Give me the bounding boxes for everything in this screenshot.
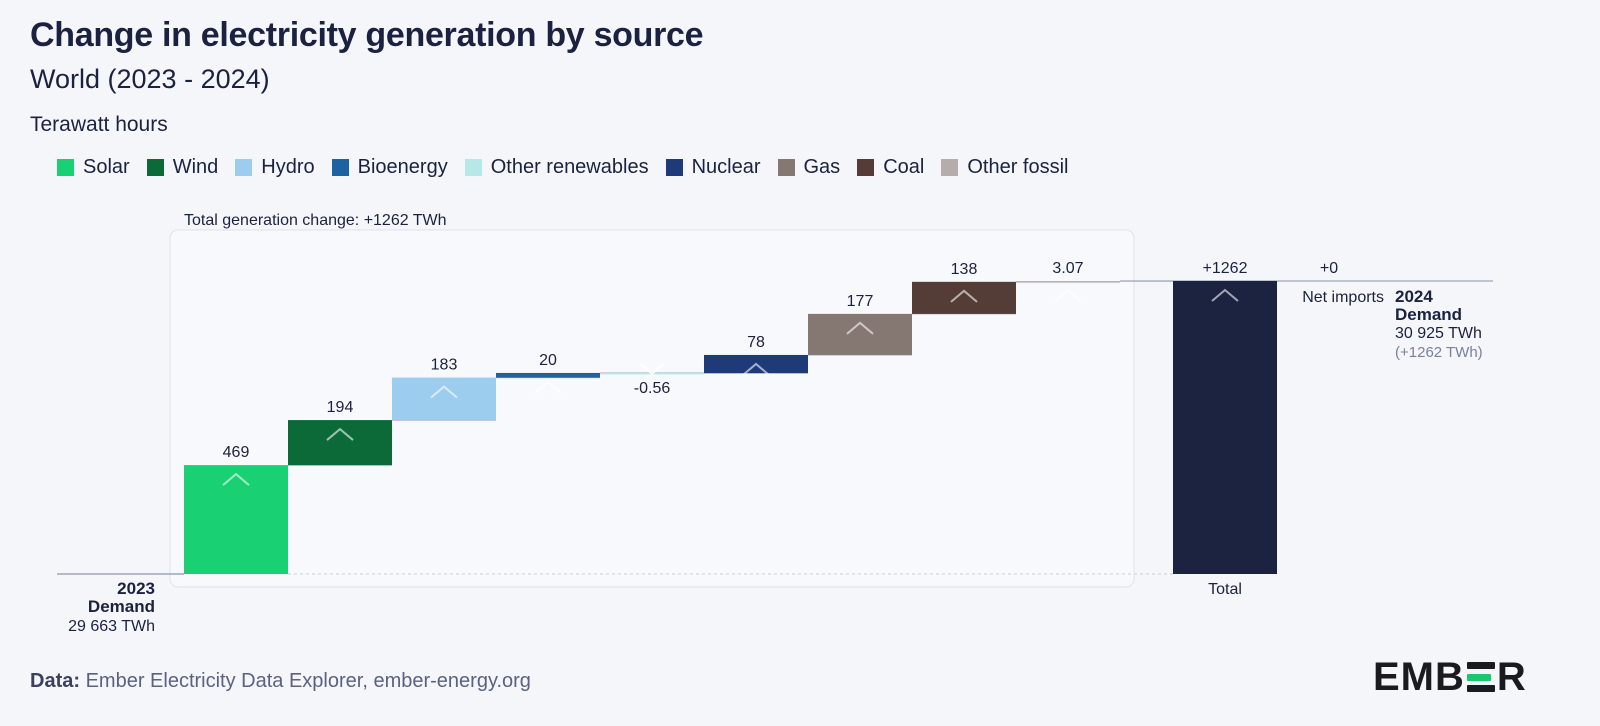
increase-chevron-icon <box>430 385 458 399</box>
legend-label: Wind <box>172 156 219 178</box>
value-label: 177 <box>847 293 874 310</box>
end-demand-label: Demand <box>1395 305 1462 324</box>
legend-label: Hydro <box>261 156 315 178</box>
value-label: 194 <box>327 399 354 416</box>
increase-chevron-icon <box>742 362 770 376</box>
legend-label: Bioenergy <box>357 156 448 178</box>
legend-swatch <box>665 159 683 176</box>
legend-item-other-fossil: Other fossil <box>941 156 1068 179</box>
annotation-text: Total generation change: +1262 TWh <box>184 212 447 229</box>
legend-swatch <box>331 159 349 176</box>
total-value-label: +1262 <box>1203 260 1248 277</box>
logo-e-icon <box>1466 662 1495 692</box>
legend-item-wind: Wind <box>146 156 219 179</box>
value-label: 78 <box>747 334 765 351</box>
legend-swatch <box>941 159 959 176</box>
waterfall-bar-solar <box>184 465 288 574</box>
legend-swatch <box>777 159 795 176</box>
increase-chevron-icon <box>222 472 250 486</box>
legend-item-nuclear: Nuclear <box>665 156 761 179</box>
net-imports-label: Net imports <box>1302 289 1384 306</box>
legend-item-coal: Coal <box>857 156 924 179</box>
unit-label: Terawatt hours <box>30 113 168 136</box>
end-change-label: (+1262 TWh) <box>1395 344 1483 361</box>
total-category-label: Total <box>1208 581 1242 598</box>
legend-label: Solar <box>83 156 130 178</box>
increase-chevron-icon <box>534 380 562 394</box>
legend-swatch <box>235 159 253 176</box>
increase-chevron-icon <box>326 427 354 441</box>
data-source: Data: Ember Electricity Data Explorer, e… <box>30 670 531 693</box>
legend-item-solar: Solar <box>57 156 130 179</box>
start-demand-label: Demand <box>88 597 155 616</box>
waterfall-bar-coal <box>912 281 1016 314</box>
logo-text-right: R <box>1496 655 1527 699</box>
source-prefix: Data: <box>30 670 81 692</box>
start-year-label: 2023 <box>117 579 155 598</box>
legend-label: Other renewables <box>490 156 649 178</box>
legend-swatch <box>146 159 164 176</box>
legend-label: Gas <box>803 156 841 178</box>
value-label: 3.07 <box>1052 260 1083 277</box>
net-imports-value-label: +0 <box>1320 260 1338 277</box>
waterfall-bar-gas <box>808 313 912 355</box>
legend-item-bioenergy: Bioenergy <box>331 156 448 179</box>
waterfall-bar-wind <box>288 420 392 466</box>
legend-item-other-renewables: Other renewables <box>464 156 649 179</box>
legend-swatch <box>857 159 875 176</box>
increase-chevron-icon <box>1211 288 1239 302</box>
chart-title: Change in electricity generation by sour… <box>30 16 704 54</box>
legend-item-hydro: Hydro <box>235 156 315 179</box>
value-label: 20 <box>539 352 557 369</box>
legend-item-gas: Gas <box>777 156 841 179</box>
start-value-label: 29 663 TWh <box>68 618 155 635</box>
value-label: 138 <box>951 261 978 278</box>
waterfall-bar-other-fossil <box>1016 281 1120 283</box>
legend-label: Other fossil <box>967 156 1069 178</box>
increase-chevron-icon <box>846 321 874 335</box>
increase-chevron-icon <box>1054 288 1082 302</box>
ember-logo: EMB R <box>1373 657 1527 697</box>
value-label: -0.56 <box>634 380 671 397</box>
end-value-label: 30 925 TWh <box>1395 325 1482 342</box>
chart-subtitle: World (2023 - 2024) <box>30 64 270 94</box>
waterfall-chart: Total generation change: +1262 TWh 469 194… <box>57 212 1493 635</box>
legend-swatch <box>57 159 74 176</box>
end-year-label: 2024 <box>1395 287 1433 306</box>
decrease-chevron-icon <box>640 363 664 376</box>
waterfall-bar-hydro <box>392 377 496 421</box>
increase-chevron-icon <box>950 289 978 303</box>
source-text: Ember Electricity Data Explorer, ember-e… <box>85 670 531 692</box>
legend-label: Nuclear <box>691 156 761 178</box>
logo-text-left: EMB <box>1373 655 1465 699</box>
legend: Solar Wind Hydro Bioenergy Other renewab… <box>57 156 1085 179</box>
legend-swatch <box>464 159 482 176</box>
value-label: 469 <box>223 444 250 461</box>
value-label: 183 <box>431 357 458 374</box>
waterfall-bar-bioenergy <box>496 372 600 378</box>
legend-label: Coal <box>883 156 925 178</box>
waterfall-bar-total <box>1173 281 1277 574</box>
